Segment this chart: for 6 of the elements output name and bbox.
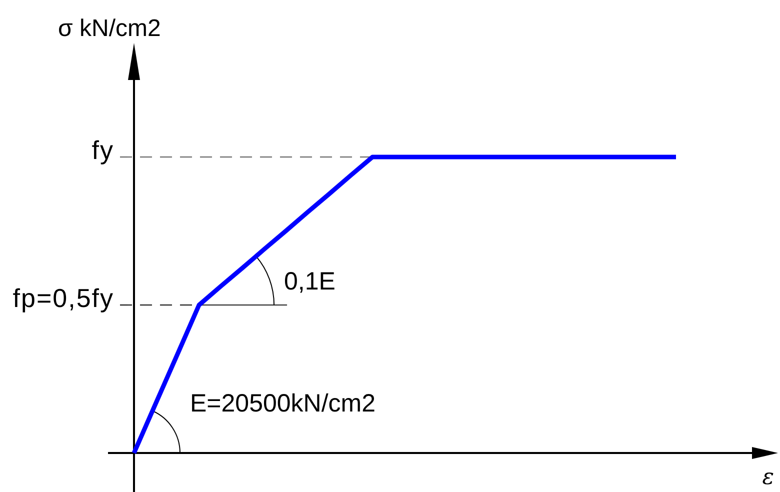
ref-line-label: fp=0,5fy [12, 282, 114, 313]
x-axis-title: ε [762, 465, 774, 490]
annotation: E=20500kN/cm2 [190, 390, 376, 418]
annotation: 0,1E [284, 268, 336, 296]
y-axis-title: σ kN/cm2 [58, 15, 161, 42]
ref-line-label: fy [92, 134, 114, 165]
